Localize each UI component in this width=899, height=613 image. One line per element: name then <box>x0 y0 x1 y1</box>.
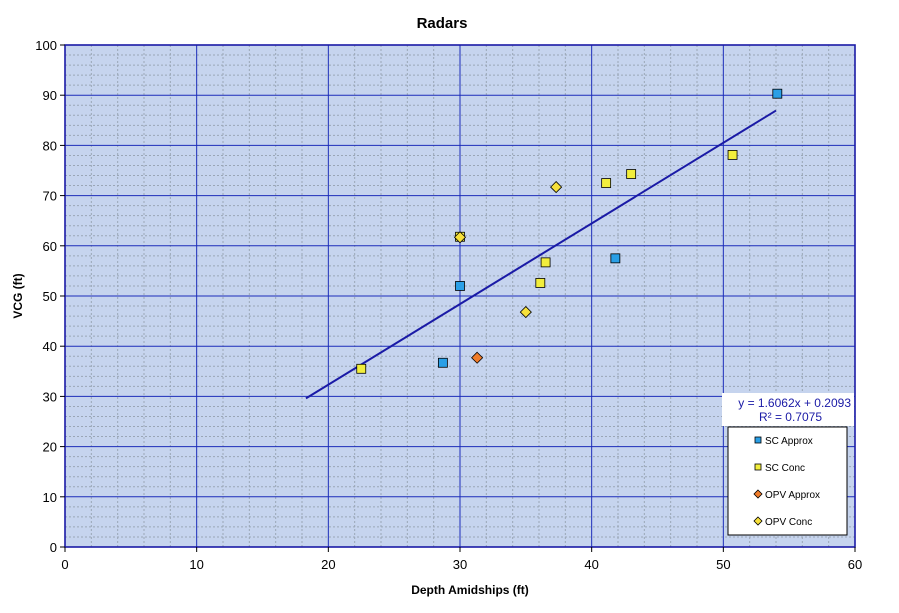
y-tick-label: 30 <box>43 389 57 404</box>
x-axis-title: Depth Amidships (ft) <box>411 583 529 597</box>
x-tick-label: 60 <box>848 557 862 572</box>
data-points <box>356 88 783 374</box>
legend-marker-sc-approx <box>754 436 762 444</box>
legend-label-opv-conc: OPV Conc <box>765 517 812 528</box>
x-tick-label: 50 <box>716 557 730 572</box>
point-opv-approx <box>471 351 484 364</box>
y-tick-label: 90 <box>43 88 57 103</box>
legend-box <box>727 426 848 536</box>
y-axis-ticks: 0 10 20 30 40 50 60 70 80 90 100 <box>35 38 65 555</box>
y-tick-label: 40 <box>43 339 57 354</box>
y-tick-label: 10 <box>43 490 57 505</box>
point-opv-conc <box>453 231 467 244</box>
y-tick-label: 20 <box>43 440 57 455</box>
y-tick-label: 100 <box>35 38 57 53</box>
x-axis-ticks: 0 10 20 30 40 50 60 <box>61 547 862 572</box>
legend-entry-sc-conc: SC Conc <box>754 463 805 474</box>
equation-box <box>722 393 854 426</box>
legend-entry-sc-approx: SC Approx <box>754 436 813 447</box>
y-tick-label: 0 <box>50 540 57 555</box>
point-sc-conc <box>626 169 637 179</box>
legend-label-opv-approx: OPV Approx <box>765 490 820 501</box>
x-tick-label: 40 <box>584 557 598 572</box>
y-tick-label: 50 <box>43 289 57 304</box>
x-tick-label: 30 <box>453 557 467 572</box>
legend-label-sc-approx: SC Approx <box>765 436 813 447</box>
point-sc-conc <box>727 150 738 160</box>
point-sc-conc <box>601 178 612 188</box>
point-sc-approx <box>772 88 783 99</box>
point-opv-conc <box>550 181 563 194</box>
chart-title: Radars <box>417 15 468 32</box>
point-sc-approx <box>437 357 448 368</box>
legend-entry-opv-conc: OPV Conc <box>753 516 812 528</box>
legend: SC Approx SC Conc OPV Approx OPV Conc <box>727 426 848 536</box>
trendline-equation: y = 1.6062x + 0.2093 <box>738 396 851 410</box>
trendline <box>305 109 777 400</box>
legend-marker-sc-conc <box>754 463 762 471</box>
legend-marker-opv-approx <box>753 489 763 499</box>
major-gridlines <box>65 45 855 547</box>
point-sc-conc <box>356 363 367 374</box>
y-tick-label: 80 <box>43 138 57 153</box>
legend-marker-opv-conc <box>753 516 763 526</box>
y-axis-title: VCG (ft) <box>11 273 25 318</box>
point-sc-approx <box>610 253 621 264</box>
point-sc-conc <box>535 278 546 288</box>
point-sc-conc <box>540 257 551 268</box>
point-opv-conc <box>519 305 532 319</box>
legend-entry-opv-approx: OPV Approx <box>753 489 820 501</box>
trendline-r-squared: R² = 0.7075 <box>759 410 822 424</box>
x-tick-label: 10 <box>189 557 203 572</box>
point-sc-approx <box>455 281 465 291</box>
x-tick-label: 20 <box>321 557 335 572</box>
y-tick-label: 70 <box>43 189 57 204</box>
y-tick-label: 60 <box>43 239 57 254</box>
x-tick-label: 0 <box>61 557 68 572</box>
legend-label-sc-conc: SC Conc <box>765 463 805 474</box>
